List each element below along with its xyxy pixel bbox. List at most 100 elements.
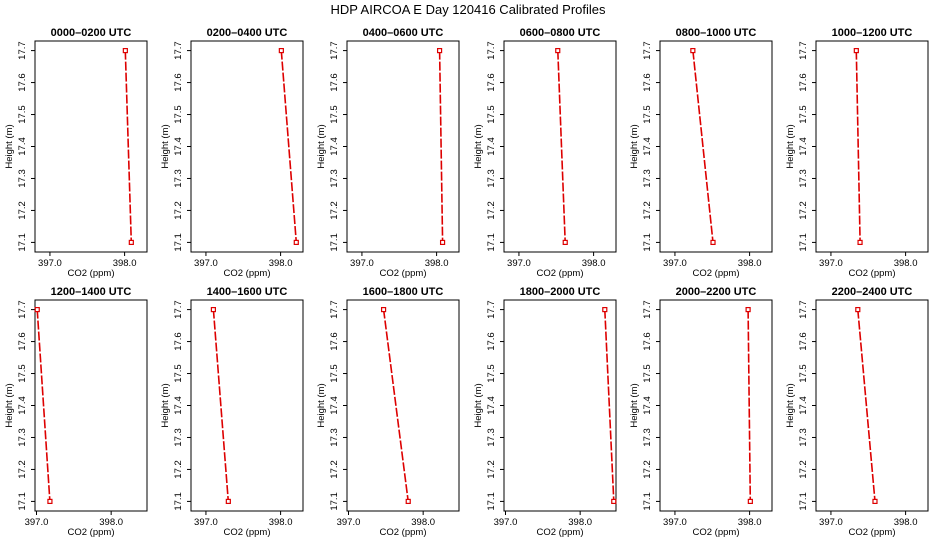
y-tick-label: 17.4: [173, 396, 184, 415]
data-point: [562, 239, 568, 246]
y-tick-label: 17.6: [17, 332, 28, 351]
y-axis-label: Height (m): [160, 124, 171, 168]
y-tick-label: 17.7: [486, 41, 497, 60]
x-axis-label: CO2 (ppm): [380, 268, 427, 279]
y-tick-label: 17.3: [486, 428, 497, 447]
y-tick-label: 17.7: [329, 300, 340, 319]
data-point: [380, 306, 387, 313]
y-tick-label: 17.7: [17, 41, 28, 60]
panel-1: 0200–0400 UTC 17.1 17.2 17.3 17.4 17.5 17.6 17.…: [160, 27, 304, 279]
y-tick-label: 17.1: [486, 492, 497, 511]
data-point: [34, 306, 40, 313]
y-tick-label: 17.4: [642, 396, 653, 415]
y-tick-label: 17.2: [17, 460, 28, 479]
y-tick-label: 17.5: [329, 105, 340, 124]
y-tick-label: 17.4: [486, 137, 497, 156]
profile-line: [124, 50, 133, 243]
data-point: [210, 306, 216, 313]
x-tick-label: 397.0: [507, 258, 531, 269]
y-tick-label: 17.5: [17, 105, 28, 124]
x-axis-label: CO2 (ppm): [224, 268, 271, 279]
y-tick-label: 17.5: [486, 364, 497, 383]
panel-title: 1800–2000 UTC: [520, 286, 601, 298]
panel-8: 1600–1800 UTC 17.1 17.2 17.3 17.4 17.5 17.6 17.…: [316, 286, 460, 538]
y-tick-label: 17.3: [642, 428, 653, 447]
y-tick-label: 17.2: [329, 460, 340, 479]
y-tick-label: 17.6: [798, 332, 809, 351]
data-point: [405, 498, 411, 505]
y-tick-label: 17.6: [798, 73, 809, 92]
data-point: [872, 498, 878, 505]
profile-line: [692, 50, 714, 243]
x-tick-label: 397.0: [38, 258, 62, 269]
y-tick-label: 17.6: [173, 73, 184, 92]
y-tick-label: 17.3: [329, 428, 340, 447]
y-tick-label: 17.7: [486, 300, 497, 319]
y-tick-label: 17.7: [17, 300, 28, 319]
y-tick-label: 17.3: [329, 169, 340, 188]
y-axis-label: Height (m): [785, 383, 796, 427]
y-tick-label: 17.6: [329, 332, 340, 351]
y-tick-label: 17.4: [17, 137, 28, 156]
y-tick-label: 17.1: [17, 492, 28, 511]
y-tick-label: 17.1: [173, 233, 184, 252]
y-tick-label: 17.5: [642, 364, 653, 383]
x-tick-label: 397.0: [494, 517, 518, 528]
y-tick-label: 17.6: [17, 73, 28, 92]
x-tick-label: 397.0: [194, 258, 218, 269]
panels-grid: 0000–0200 UTC 17.1 17.2 17.3 17.4 17.5 17.6 17.…: [4, 27, 929, 538]
x-tick-label: 398.0: [738, 258, 762, 269]
y-axis-label: Height (m): [4, 383, 15, 427]
data-point: [122, 47, 128, 54]
y-tick-label: 17.6: [642, 73, 653, 92]
y-tick-label: 17.7: [798, 300, 809, 319]
y-tick-label: 17.3: [173, 169, 184, 188]
panel-6: 1200–1400 UTC 17.1 17.2 17.3 17.4 17.5 17.6 17.…: [4, 286, 148, 538]
plot-frame: [503, 40, 617, 253]
y-tick-label: 17.3: [17, 428, 28, 447]
panel-title: 2000–2200 UTC: [676, 286, 757, 298]
y-tick-label: 17.3: [173, 428, 184, 447]
y-tick-label: 17.7: [798, 41, 809, 60]
plot-frame: [659, 40, 773, 253]
y-tick-label: 17.5: [173, 105, 184, 124]
data-point: [747, 498, 753, 505]
x-tick-label: 397.0: [663, 258, 687, 269]
y-axis-label: Height (m): [160, 383, 171, 427]
profile-line: [382, 309, 409, 502]
plot-frame: [659, 299, 773, 512]
x-tick-label: 398.0: [113, 258, 137, 269]
x-tick-label: 398.0: [894, 517, 918, 528]
y-axis-label: Height (m): [316, 383, 327, 427]
y-tick-label: 17.4: [329, 396, 340, 415]
y-tick-label: 17.3: [17, 169, 28, 188]
panel-title: 0000–0200 UTC: [51, 27, 132, 39]
y-tick-label: 17.5: [329, 364, 340, 383]
panel-11: 2200–2400 UTC 17.1 17.2 17.3 17.4 17.5 17.6 17.…: [785, 286, 929, 538]
x-tick-label: 398.0: [894, 258, 918, 269]
panel-10: 2000–2200 UTC 17.1 17.2 17.3 17.4 17.5 17.6 17.…: [629, 286, 773, 538]
panel-title: 0600–0800 UTC: [520, 27, 601, 39]
panel-title: 1400–1600 UTC: [207, 286, 288, 298]
x-axis-label: CO2 (ppm): [380, 527, 427, 538]
y-tick-label: 17.2: [642, 460, 653, 479]
panel-7: 1400–1600 UTC 17.1 17.2 17.3 17.4 17.5 17.6 17.…: [160, 286, 304, 538]
y-tick-label: 17.7: [173, 300, 184, 319]
y-tick-label: 17.1: [329, 233, 340, 252]
plot-frame: [815, 299, 929, 512]
x-axis-label: CO2 (ppm): [537, 527, 584, 538]
x-tick-label: 397.0: [350, 258, 374, 269]
y-tick-label: 17.6: [486, 332, 497, 351]
x-tick-label: 397.0: [819, 517, 843, 528]
y-tick-label: 17.2: [17, 201, 28, 220]
y-tick-label: 17.3: [486, 169, 497, 188]
panel-title: 0200–0400 UTC: [207, 27, 288, 39]
y-tick-label: 17.7: [329, 41, 340, 60]
x-tick-label: 398.0: [738, 517, 762, 528]
plot-frame: [190, 40, 304, 253]
plot-frame: [503, 299, 617, 512]
y-axis-label: Height (m): [785, 124, 796, 168]
data-point: [47, 498, 53, 505]
y-axis-label: Height (m): [4, 124, 15, 168]
profile-line: [747, 309, 752, 502]
